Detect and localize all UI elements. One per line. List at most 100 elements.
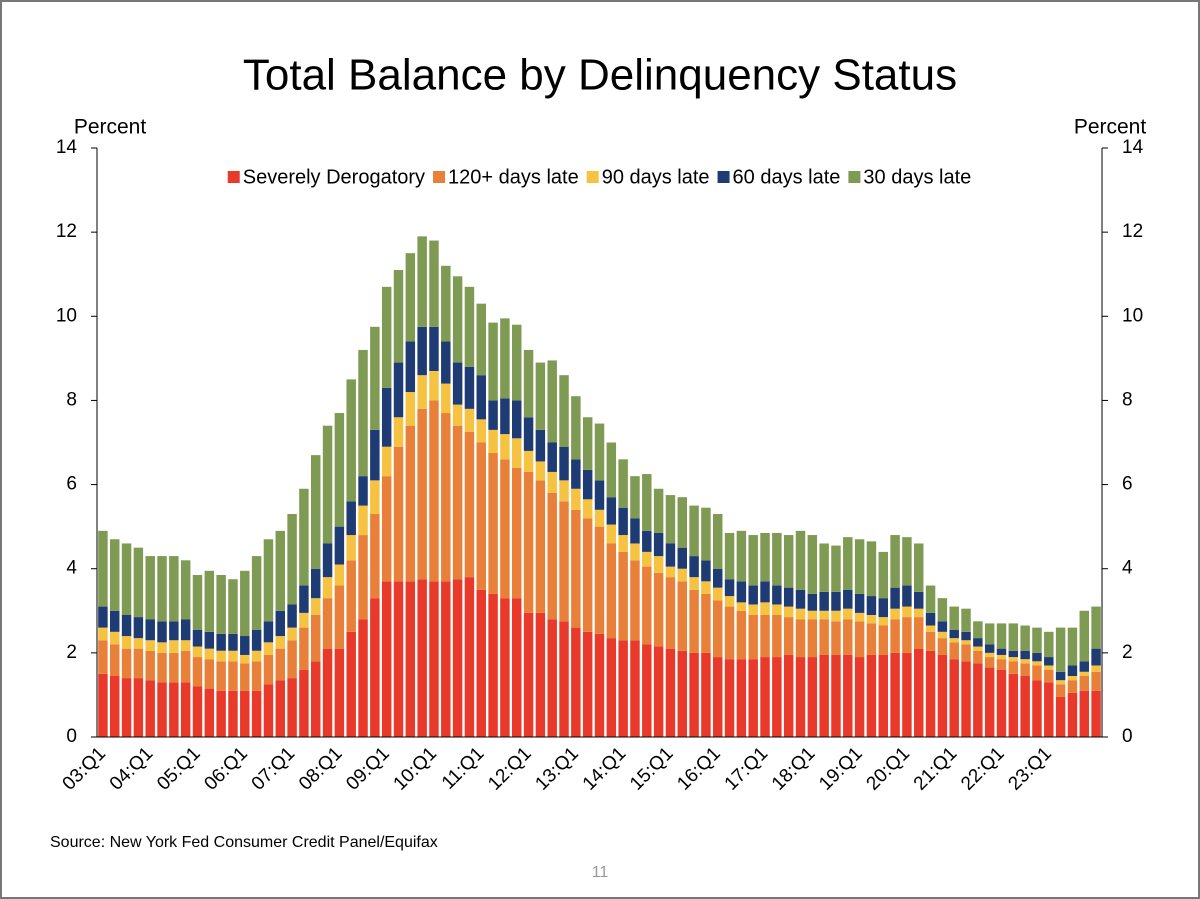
bar-segment	[807, 657, 818, 737]
bar-segment	[299, 627, 309, 670]
bar-segment	[500, 318, 510, 399]
bar-segment	[512, 467, 522, 599]
bar-segment	[346, 560, 356, 632]
bar-segment	[878, 625, 888, 655]
bar-segment	[795, 608, 806, 620]
bar-segment	[984, 657, 995, 668]
bar-segment	[500, 598, 510, 737]
bar-segment	[393, 270, 404, 363]
bar-segment	[819, 654, 829, 737]
bar-segment	[180, 640, 191, 651]
y2-tick-label: 8	[1122, 389, 1133, 410]
bar-segment	[358, 619, 368, 737]
bar-segment	[1091, 665, 1101, 672]
y-tick-label: 2	[66, 642, 77, 663]
bar-segment	[819, 619, 829, 655]
bar-segment	[984, 652, 995, 658]
bar-segment	[405, 425, 416, 582]
bar-segment	[854, 539, 865, 594]
bar-segment	[949, 642, 959, 660]
bar-segment	[500, 398, 510, 435]
bar-segment	[736, 530, 747, 582]
bar-segment	[854, 621, 865, 658]
y2-tick-label: 0	[1122, 726, 1133, 747]
bar-segment	[275, 636, 285, 649]
bar-segment	[854, 657, 865, 737]
bar-segment	[783, 606, 794, 618]
bar-segment	[1091, 606, 1101, 649]
bar-segment	[405, 253, 416, 342]
bar-segment	[807, 610, 818, 620]
bar-segment	[192, 686, 203, 737]
bar-segment	[984, 644, 995, 653]
bar-segment	[677, 581, 687, 651]
bar-segment	[512, 598, 522, 737]
bar-segment	[121, 543, 132, 615]
bar-segment	[831, 545, 841, 592]
bar-segment	[488, 429, 498, 454]
y2-tick-label: 6	[1122, 474, 1133, 495]
bar-segment	[358, 476, 368, 506]
bar-segment	[571, 509, 581, 628]
bar-segment	[1055, 684, 1066, 698]
bar-segment	[701, 581, 711, 594]
bar-segment	[488, 400, 498, 430]
bar-segment	[1067, 675, 1078, 681]
bar-segment	[263, 539, 274, 622]
bar-segment	[559, 501, 569, 622]
bar-segment	[984, 667, 995, 737]
bar-segment	[1008, 673, 1019, 737]
bar-segment	[689, 652, 699, 737]
bar-segment	[925, 625, 936, 632]
bar-segment	[204, 659, 215, 689]
bar-segment	[110, 610, 120, 632]
bar-segment	[500, 434, 510, 460]
bar-segment	[618, 535, 628, 552]
bar-segment	[866, 596, 877, 615]
bar-segment	[429, 326, 439, 371]
bar-segment	[133, 648, 144, 679]
bar-segment	[878, 654, 888, 737]
bar-segment	[287, 678, 297, 737]
bar-segment	[441, 413, 451, 582]
bar-segment	[807, 619, 818, 658]
bar-segment	[866, 654, 877, 737]
bar-segment	[961, 631, 971, 641]
bar-segment	[914, 543, 924, 592]
bar-segment	[653, 646, 664, 737]
bar-segment	[98, 530, 108, 607]
bar-segment	[287, 640, 297, 679]
bar-segment	[937, 631, 948, 639]
bar-segment	[582, 469, 593, 500]
bar-segment	[914, 617, 924, 649]
bar-segment	[98, 627, 108, 641]
bar-segment	[1008, 650, 1019, 658]
bar-segment	[594, 633, 605, 737]
bar-segment	[571, 459, 581, 489]
bar-segment	[1067, 680, 1078, 693]
bar-segment	[216, 661, 226, 691]
legend: Severely Derogatory 120+ days late 90 days…	[227, 166, 971, 188]
bar-segment	[925, 612, 936, 626]
bar-segment	[192, 657, 203, 687]
bar-segment	[228, 579, 238, 634]
bar-segment	[275, 648, 285, 681]
bar-segment	[878, 617, 888, 626]
bar-segment	[535, 429, 546, 462]
bar-segment	[275, 680, 285, 737]
bar-segment	[535, 461, 546, 481]
bar-segment	[204, 688, 215, 737]
bar-segment	[973, 621, 983, 639]
bar-segment	[133, 617, 144, 639]
bar-segment	[405, 341, 416, 393]
bar-segment	[263, 684, 274, 737]
bar-segment	[582, 518, 593, 632]
bar-segment	[736, 602, 747, 611]
bar-segment	[618, 459, 628, 508]
bar-segment	[724, 579, 735, 597]
bar-segment	[287, 514, 297, 605]
bar-segment	[642, 474, 652, 531]
bar-segment	[110, 539, 120, 611]
bar-segment	[914, 608, 924, 618]
bar-segment	[299, 669, 309, 737]
